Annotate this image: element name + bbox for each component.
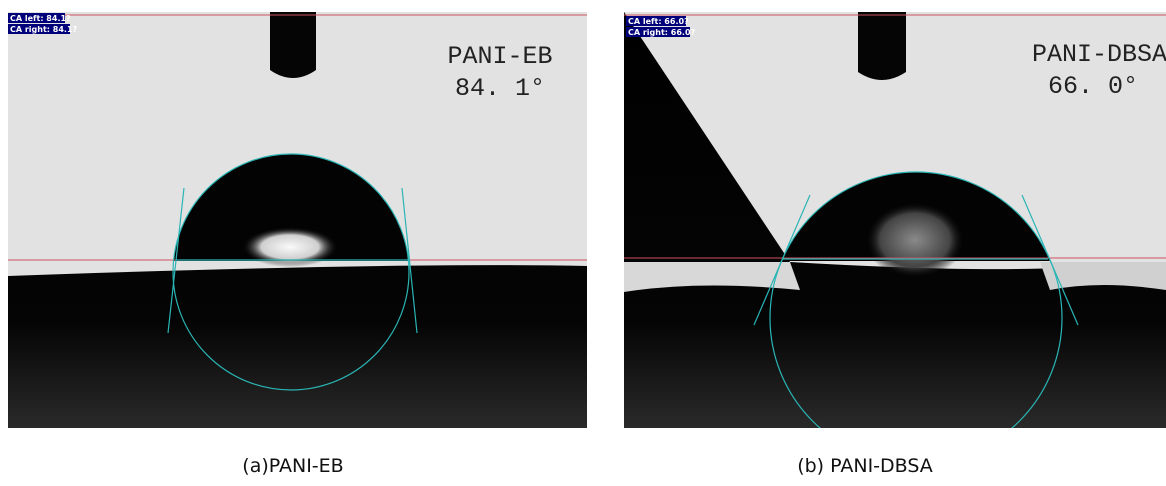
ca-left: CA left: 66.0? [628, 17, 689, 26]
ca-right: CA right: 66.0? [628, 28, 696, 37]
contact-angle: 66. 0° [1048, 72, 1138, 101]
ca-left: CA left: 84.1? [10, 14, 71, 23]
sample-name: PANI-EB [447, 42, 552, 71]
sample-name: PANI-DBSA [1032, 40, 1166, 69]
figure: CA left: 84.1? CA right: 84.1? PANI-EB 8… [0, 0, 1166, 486]
caption: (b) PANI-DBSA [797, 455, 933, 477]
contact-angle: 84. 1° [455, 74, 545, 103]
caption: (a)PANI-EB [242, 455, 343, 477]
panel-b: CA left: 66.0? CA right: 66.0? PANI-DBSA… [624, 12, 1166, 464]
panel-a: CA left: 84.1? CA right: 84.1? PANI-EB 8… [8, 12, 587, 428]
ca-right: CA right: 84.1? [10, 25, 78, 34]
